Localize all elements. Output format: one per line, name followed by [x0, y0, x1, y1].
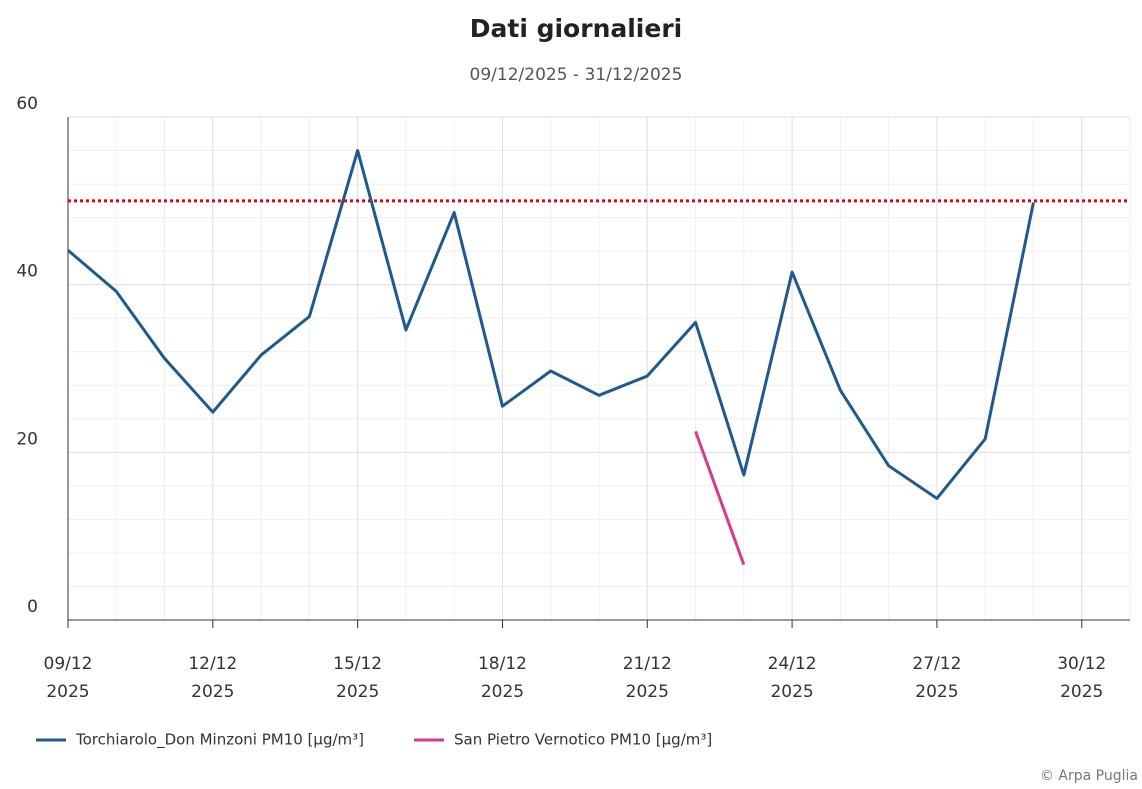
legend-label: San Pietro Vernotico PM10 [µg/m³]: [454, 731, 712, 749]
x-tick-label: 2025: [770, 682, 813, 702]
x-tick-label: 09/12: [44, 654, 93, 674]
chart-title: Dati giornalieri: [470, 14, 682, 43]
x-tick-label: 12/12: [188, 654, 237, 674]
x-tick-label: 2025: [1060, 682, 1103, 702]
series-line: [694, 430, 746, 566]
x-tick-label: 27/12: [912, 654, 961, 674]
x-tick-label: 21/12: [623, 654, 672, 674]
x-tick-label: 2025: [336, 682, 379, 702]
x-tick-label: 2025: [481, 682, 524, 702]
credit: © Arpa Puglia: [1040, 768, 1138, 784]
series-line: [67, 149, 1035, 500]
chart-subtitle: 09/12/2025 - 31/12/2025: [470, 65, 683, 85]
x-tick-label: 15/12: [333, 654, 382, 674]
x-tick-label: 2025: [46, 682, 89, 702]
x-tick-label: 2025: [626, 682, 669, 702]
y-tick-label: 0: [27, 597, 38, 617]
y-tick-label: 20: [16, 429, 38, 449]
y-tick-label: 40: [16, 262, 38, 282]
x-tick-label: 30/12: [1057, 654, 1106, 674]
x-tick-label: 18/12: [478, 654, 527, 674]
x-tick-label: 2025: [915, 682, 958, 702]
x-tick-label: 24/12: [768, 654, 817, 674]
x-tick-label: 2025: [191, 682, 234, 702]
y-tick-label: 60: [16, 94, 38, 114]
legend-label: Torchiarolo_Don Minzoni PM10 [µg/m³]: [75, 731, 364, 750]
